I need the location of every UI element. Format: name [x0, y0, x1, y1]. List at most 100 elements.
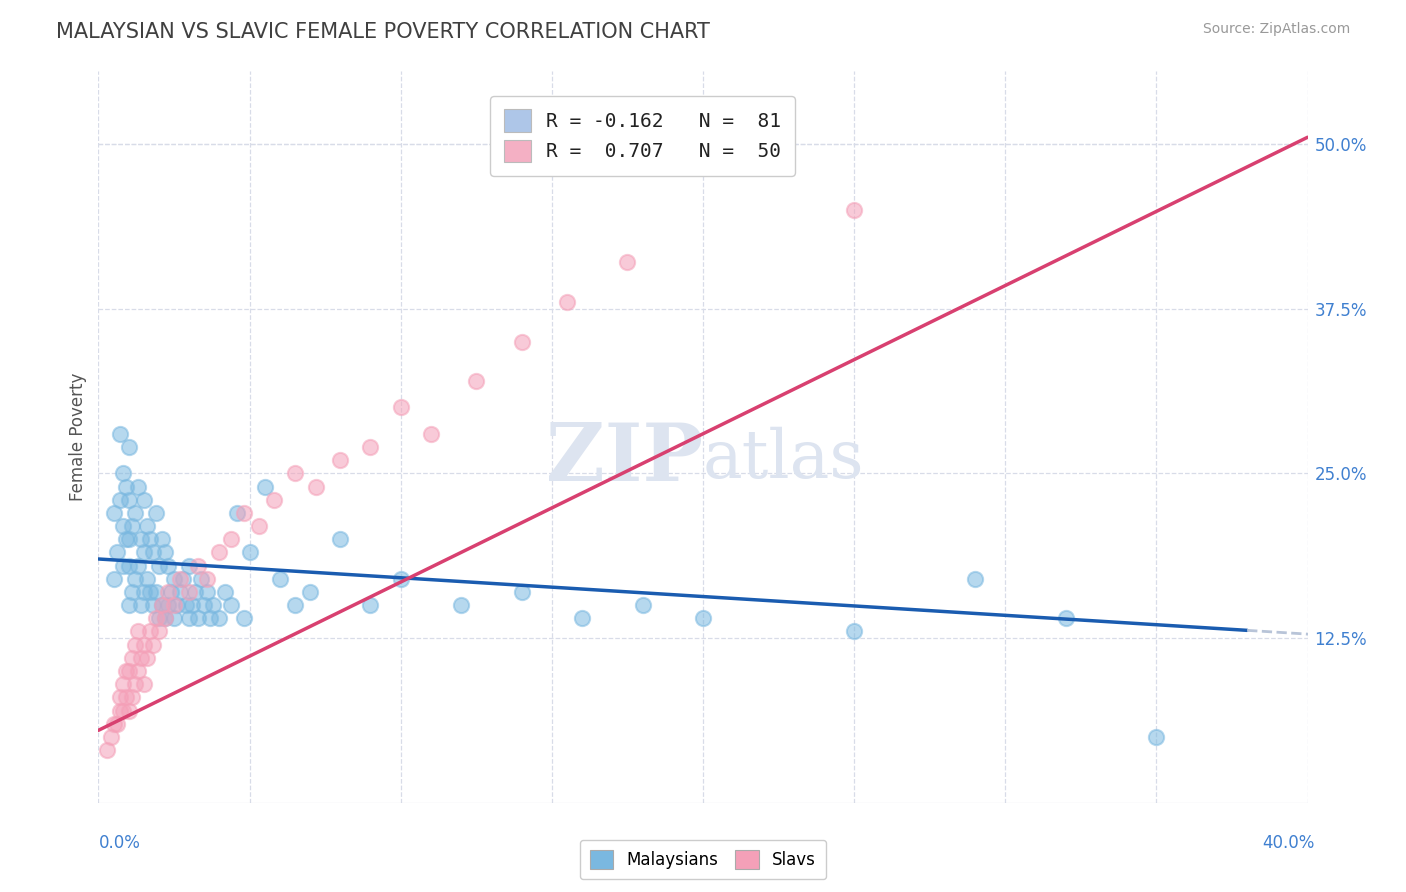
Point — [142, 545, 165, 559]
Point — [135, 572, 157, 586]
Point — [124, 638, 146, 652]
Point — [208, 545, 231, 559]
Point — [118, 598, 141, 612]
Point — [132, 638, 155, 652]
Point — [153, 545, 176, 559]
Point — [965, 572, 987, 586]
Point — [111, 467, 134, 481]
Point — [156, 598, 179, 612]
Point — [360, 598, 382, 612]
Point — [329, 533, 352, 547]
Point — [129, 598, 152, 612]
Text: MALAYSIAN VS SLAVIC FEMALE POVERTY CORRELATION CHART: MALAYSIAN VS SLAVIC FEMALE POVERTY CORRE… — [56, 22, 710, 42]
Point — [177, 585, 201, 599]
Point — [263, 492, 285, 507]
Point — [202, 598, 225, 612]
Point — [103, 716, 125, 731]
Point — [208, 611, 231, 625]
Point — [127, 624, 149, 639]
Point — [129, 650, 152, 665]
Point — [118, 440, 141, 454]
Point — [124, 677, 146, 691]
Point — [150, 533, 173, 547]
Point — [419, 426, 441, 441]
Point — [221, 533, 243, 547]
Point — [108, 690, 131, 705]
Point — [305, 479, 328, 493]
Point — [121, 519, 143, 533]
Point — [111, 677, 134, 691]
Point — [148, 558, 170, 573]
Point — [329, 453, 352, 467]
Point — [124, 572, 146, 586]
Text: 0.0%: 0.0% — [98, 834, 141, 852]
Point — [156, 558, 179, 573]
Point — [692, 611, 714, 625]
Point — [195, 572, 218, 586]
Legend: Malaysians, Slavs: Malaysians, Slavs — [581, 840, 825, 880]
Point — [114, 479, 136, 493]
Point — [132, 492, 155, 507]
Point — [127, 558, 149, 573]
Point — [103, 572, 125, 586]
Point — [132, 545, 155, 559]
Point — [153, 611, 176, 625]
Point — [139, 585, 162, 599]
Point — [127, 479, 149, 493]
Point — [214, 585, 236, 599]
Point — [139, 533, 162, 547]
Point — [169, 572, 191, 586]
Text: 40.0%: 40.0% — [1263, 834, 1315, 852]
Point — [132, 585, 155, 599]
Point — [389, 401, 412, 415]
Legend: R = -0.162   N =  81, R =  0.707   N =  50: R = -0.162 N = 81, R = 0.707 N = 50 — [491, 95, 794, 176]
Point — [172, 572, 194, 586]
Point — [200, 611, 222, 625]
Point — [187, 611, 209, 625]
Text: atlas: atlas — [703, 426, 865, 491]
Point — [174, 598, 197, 612]
Point — [105, 716, 128, 731]
Point — [190, 572, 212, 586]
Point — [118, 558, 141, 573]
Point — [118, 664, 141, 678]
Point — [121, 690, 143, 705]
Point — [163, 611, 186, 625]
Point — [114, 664, 136, 678]
Point — [111, 519, 134, 533]
Point — [114, 690, 136, 705]
Point — [153, 611, 176, 625]
Y-axis label: Female Poverty: Female Poverty — [69, 373, 87, 501]
Text: ZIP: ZIP — [546, 420, 703, 498]
Point — [450, 598, 472, 612]
Point — [148, 611, 170, 625]
Point — [156, 585, 179, 599]
Point — [1144, 730, 1167, 744]
Point — [389, 572, 412, 586]
Point — [360, 440, 382, 454]
Point — [124, 506, 146, 520]
Point — [121, 650, 143, 665]
Point — [108, 704, 131, 718]
Point — [177, 611, 201, 625]
Point — [150, 598, 173, 612]
Point — [100, 730, 122, 744]
Point — [269, 572, 291, 586]
Point — [193, 598, 215, 612]
Point — [118, 533, 141, 547]
Point — [129, 533, 152, 547]
Point — [118, 492, 141, 507]
Point — [247, 519, 270, 533]
Point — [284, 598, 307, 612]
Point — [139, 624, 162, 639]
Point — [166, 598, 188, 612]
Point — [103, 506, 125, 520]
Point — [181, 598, 204, 612]
Point — [555, 295, 578, 310]
Point — [510, 585, 533, 599]
Point — [132, 677, 155, 691]
Point — [510, 334, 533, 349]
Point — [150, 598, 173, 612]
Point — [114, 533, 136, 547]
Point — [299, 585, 322, 599]
